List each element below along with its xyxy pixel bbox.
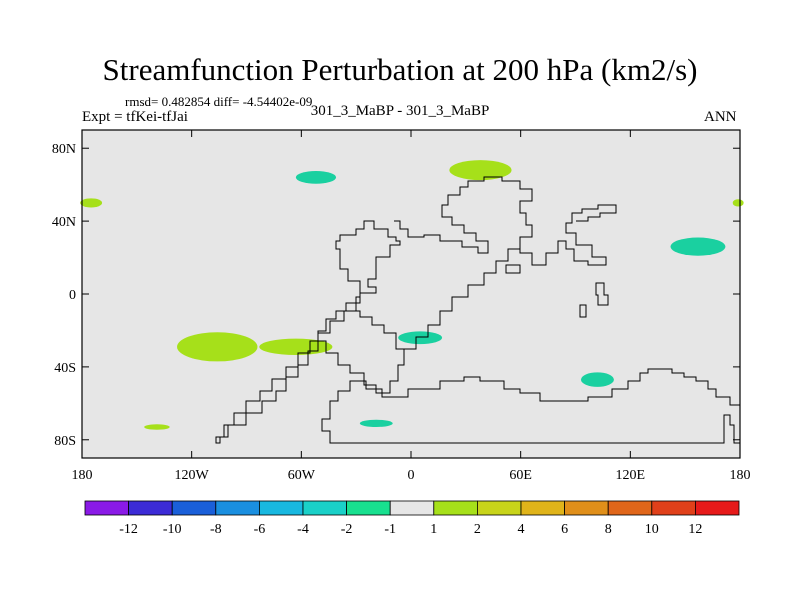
- x-tick-label: 120W: [175, 468, 210, 483]
- x-tick-label: 120E: [616, 468, 646, 483]
- colorbar-label: -1: [384, 522, 396, 537]
- colorbar-swatch: [389, 500, 435, 516]
- colorbar-swatch: [433, 500, 478, 516]
- colorbar-swatch: [695, 500, 740, 516]
- coastline-asia-east: [519, 204, 617, 266]
- colorbar-swatch: [84, 500, 129, 516]
- axis-ticks: 180 120W 60W 0 60E 120E 180 80N 40N 0 40S 80S: [52, 130, 751, 483]
- colorbar-swatch: [564, 500, 609, 516]
- colorbar-label: 4: [518, 522, 525, 537]
- contour-feature-1: [398, 331, 443, 345]
- season-label: ANN: [704, 109, 737, 125]
- coastline-madagascar-islands: [595, 282, 609, 306]
- colorbar-label: -2: [341, 522, 353, 537]
- coastline-greenland-fragment: [505, 264, 521, 274]
- colorbar-label: 2: [474, 522, 481, 537]
- colorbar-swatch: [651, 500, 696, 516]
- contour-feature-6: [177, 332, 258, 362]
- contour-feature-10: [144, 424, 170, 430]
- contour-feature-2: [580, 372, 614, 387]
- colorbar-label: -4: [297, 522, 309, 537]
- experiment-label: Expt = tfKei-tfJai: [82, 109, 188, 125]
- contour-feature-5: [449, 160, 512, 181]
- coastline-indonesia: [579, 304, 587, 318]
- colorbar-label: 8: [605, 522, 612, 537]
- coastline-antarctica-australia: [321, 368, 741, 444]
- colorbar-swatch: [171, 500, 217, 516]
- colorbar-label: 12: [688, 522, 702, 537]
- y-tick-label: 80N: [52, 142, 76, 157]
- colorbar-label: -6: [254, 522, 266, 537]
- y-tick-label: 40S: [54, 361, 76, 376]
- x-tick-label: 0: [408, 468, 415, 483]
- contour-feature-3: [670, 237, 726, 256]
- contour-feature-0: [295, 171, 337, 184]
- colorbar-swatch: [258, 500, 304, 516]
- y-tick-label: 40N: [52, 215, 76, 230]
- contour-feature-4: [359, 419, 393, 428]
- colorbar-swatch: [476, 500, 522, 516]
- coastline: [215, 176, 741, 444]
- colorbar-label: -12: [119, 522, 138, 537]
- colorbar-label: 1: [430, 522, 437, 537]
- x-tick-label: 60W: [288, 468, 316, 483]
- case-comparison-label: 301_3_MaBP - 301_3_MaBP: [310, 103, 490, 119]
- coastline-americas: [215, 220, 401, 444]
- colorbar-swatch: [607, 500, 653, 516]
- x-tick-label: 60E: [509, 468, 532, 483]
- colorbar-swatch: [520, 500, 565, 516]
- colorbar-label: -10: [163, 522, 182, 537]
- colorbar-swatch: [128, 500, 173, 516]
- colorbar-label: -8: [210, 522, 222, 537]
- y-tick-label: 80S: [54, 434, 76, 449]
- x-tick-label: 180: [72, 468, 93, 483]
- x-tick-label: 180: [730, 468, 751, 483]
- rmsd-diff-stats: rmsd= 0.482854 diff= -4.54402e-09: [125, 94, 313, 109]
- coastline-south-america: [318, 310, 405, 394]
- y-tick-label: 0: [69, 288, 76, 303]
- colorbar: -12 -10 -8 -6 -4 -2 -1 1 2 4 6 8 10 12: [84, 500, 740, 537]
- coastline-eurasia-africa: [394, 176, 533, 350]
- colorbar-swatch: [302, 500, 347, 516]
- colorbar-swatch: [215, 500, 260, 516]
- map-background: [82, 130, 740, 458]
- colorbar-label: 10: [645, 522, 659, 537]
- map-title: Streamfunction Perturbation at 200 hPa (…: [102, 52, 698, 87]
- contour-feature-9: [732, 199, 744, 207]
- contour-feature-8: [80, 198, 103, 208]
- colorbar-label: 6: [561, 522, 568, 537]
- colorbar-swatch: [346, 500, 391, 516]
